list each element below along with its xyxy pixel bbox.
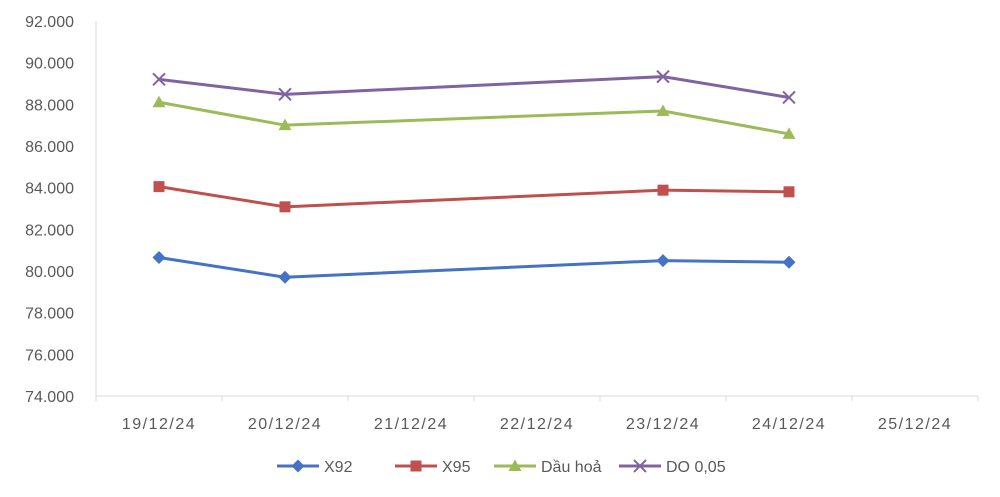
legend-item-d-u-ho-: Dầu hoả [494, 459, 602, 476]
chart-axes [95, 21, 978, 397]
legend-marker [410, 460, 422, 472]
y-tick-label: 92.000 [25, 14, 74, 31]
y-axis-ticks: 74.000 76.000 78.000 80.000 82.000 84.000 86.0… [25, 14, 74, 406]
legend-label: X92 [324, 459, 353, 476]
y-tick-label: 84.000 [25, 181, 74, 198]
y-tick-label: 88.000 [25, 97, 74, 114]
legend-marker [633, 459, 647, 473]
series-line-x95 [158, 185, 790, 209]
legend-label: X95 [442, 459, 471, 476]
legend-item-x95: X95 [395, 459, 471, 476]
data-point-d-u-ho- [278, 118, 292, 131]
x-marker-stroke [656, 69, 670, 84]
y-tick-label: 90.000 [25, 56, 74, 73]
y-tick-label: 78.000 [25, 306, 74, 323]
x-tick-label: 25/12/24 [878, 416, 952, 433]
y-tick-label: 80.000 [25, 264, 74, 281]
data-point-do-0-05 [656, 69, 670, 84]
x-axis-ticks: 19/12/24 20/12/24 21/12/24 22/12/24 23/12/24… [95, 396, 979, 433]
x-marker-stroke [633, 459, 647, 473]
data-point-d-u-ho- [152, 95, 166, 108]
chart-series [152, 69, 796, 284]
data-point-do-0-05 [782, 90, 796, 105]
data-point-do-0-05 [278, 87, 292, 102]
x-tick-label: 19/12/24 [122, 416, 196, 433]
data-point-x95 [783, 186, 795, 198]
data-point-x95 [657, 184, 669, 196]
x-tick-label: 23/12/24 [626, 416, 700, 433]
data-point-x92 [152, 250, 166, 264]
data-point-x95 [153, 181, 165, 193]
data-point-x95 [279, 201, 291, 213]
legend-marker [508, 459, 522, 471]
x-tick-label: 20/12/24 [248, 416, 322, 433]
x-tick-label: 24/12/24 [752, 416, 826, 433]
data-point-x92 [278, 270, 292, 284]
series-do-0-05 [152, 69, 796, 105]
data-point-d-u-ho- [656, 104, 670, 116]
data-point-x92 [782, 255, 796, 269]
series-line-x92 [158, 255, 790, 279]
data-point-x92 [656, 254, 670, 268]
series-x95 [153, 181, 795, 213]
y-tick-label: 76.000 [25, 347, 74, 364]
y-tick-label: 82.000 [25, 222, 74, 239]
legend-item-x92: X92 [277, 459, 353, 476]
y-tick-label: 74.000 [25, 389, 74, 406]
series-line-do-0-05 [158, 75, 790, 99]
legend-marker [291, 459, 305, 473]
legend-item-do-0-05: DO 0,05 [619, 459, 726, 476]
series-x92 [152, 250, 796, 284]
data-point-do-0-05 [152, 72, 166, 87]
x-marker-stroke [278, 87, 292, 102]
chart-legend: X92 X95 Dầu hoả DO 0,05 [277, 459, 726, 476]
y-tick-label: 86.000 [25, 139, 74, 156]
legend-label: Dầu hoả [541, 459, 602, 476]
x-marker-stroke [782, 90, 796, 105]
x-marker-stroke [152, 72, 166, 87]
x-tick-label: 21/12/24 [374, 416, 448, 433]
data-point-d-u-ho- [782, 127, 796, 139]
series-line-d-u-ho- [158, 100, 790, 136]
x-tick-label: 22/12/24 [500, 416, 574, 433]
series-d-u-ho- [152, 95, 796, 139]
legend-label: DO 0,05 [666, 459, 726, 476]
